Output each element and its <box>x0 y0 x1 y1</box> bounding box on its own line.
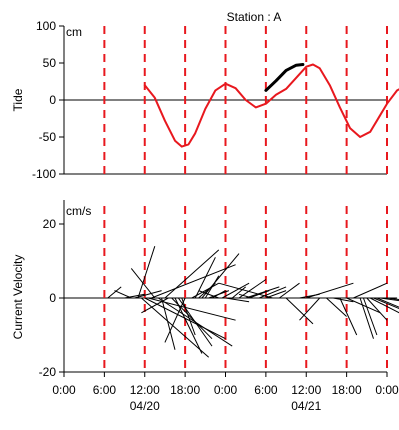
current-vector <box>194 257 216 299</box>
current-y-tick-label: 20 <box>43 217 57 231</box>
current-vector <box>198 290 219 299</box>
current-vector <box>306 282 354 299</box>
current-vector <box>161 297 176 350</box>
tide-series-highlight <box>264 63 305 92</box>
current-vector <box>353 282 388 299</box>
tide-y-tick-label: 100 <box>36 19 56 33</box>
current-vector <box>231 286 247 299</box>
current-vector <box>245 286 280 299</box>
x-axis: 0:00 6:00 12:00 18:00 0:00 6:00 12:00 18:00 0:00… <box>52 372 399 413</box>
current-vector <box>362 297 378 336</box>
tide-panel: 100 50 0 -50 -100 cm Tide <box>11 19 399 181</box>
x-tick-label: 12:00 <box>291 383 321 397</box>
x-tick-label: 12:00 <box>130 383 160 397</box>
tide-unit-label: cm <box>66 25 82 39</box>
current-vector <box>134 290 162 299</box>
x-tick-label: 6:00 <box>93 383 117 397</box>
x-tick-label: 0:00 <box>52 383 76 397</box>
tide-y-tick-label: -100 <box>32 167 56 181</box>
current-vector <box>380 297 399 302</box>
current-y-tick-label: -20 <box>39 365 57 379</box>
current-vector <box>376 297 399 308</box>
current-y-axis-label: Current Velocity <box>11 255 25 340</box>
x-tick-label: 18:00 <box>170 383 200 397</box>
current-vector <box>201 253 240 299</box>
x-date-label: 04/21 <box>291 399 321 413</box>
current-vector <box>333 297 354 303</box>
current-vector <box>369 297 399 314</box>
tide-y-tick-label: 0 <box>49 93 56 107</box>
x-date-label: 04/20 <box>130 399 160 413</box>
current-vector <box>346 297 381 314</box>
current-vector <box>238 293 253 299</box>
current-vector <box>141 297 210 358</box>
current-vector <box>221 282 250 299</box>
current-vector <box>386 297 399 300</box>
current-vector <box>151 264 236 299</box>
current-vector <box>373 297 399 310</box>
current-vector <box>258 286 287 299</box>
x-tick-label: 18:00 <box>332 383 362 397</box>
x-tick-label: 6:00 <box>254 383 278 397</box>
current-vector <box>225 297 250 303</box>
tide-y-tick-label: -50 <box>39 130 57 144</box>
current-vector <box>279 282 300 299</box>
current-y-tick-label: 0 <box>49 291 56 305</box>
tide-y-tick-label: 50 <box>43 56 57 70</box>
current-vector <box>177 297 213 347</box>
current-vector <box>285 297 314 325</box>
current-vector <box>107 286 122 299</box>
current-vector <box>124 293 145 299</box>
current-vector <box>164 297 186 343</box>
current-vector <box>130 268 156 299</box>
current-vector <box>299 297 321 321</box>
current-vector <box>137 246 156 299</box>
current-vector <box>339 297 358 336</box>
x-tick-label: 0:00 <box>375 383 399 397</box>
current-vector <box>326 297 347 317</box>
current-unit-label: cm/s <box>66 204 91 218</box>
current-vector <box>141 297 169 314</box>
current-panel: 20 0 -20 cm/s Current Velocity <box>11 200 399 379</box>
tide-y-axis-label: Tide <box>11 88 25 111</box>
x-tick-label: 0:00 <box>214 383 238 397</box>
current-vector <box>114 290 132 299</box>
current-vector <box>359 297 374 339</box>
current-vector <box>164 249 220 299</box>
current-vector <box>174 297 203 354</box>
tide-series-line <box>143 63 399 148</box>
chart-title: Station : A <box>227 10 282 24</box>
current-vector <box>238 279 267 299</box>
current-vector <box>366 297 388 321</box>
current-vector <box>181 297 196 336</box>
current-vector <box>218 282 273 299</box>
